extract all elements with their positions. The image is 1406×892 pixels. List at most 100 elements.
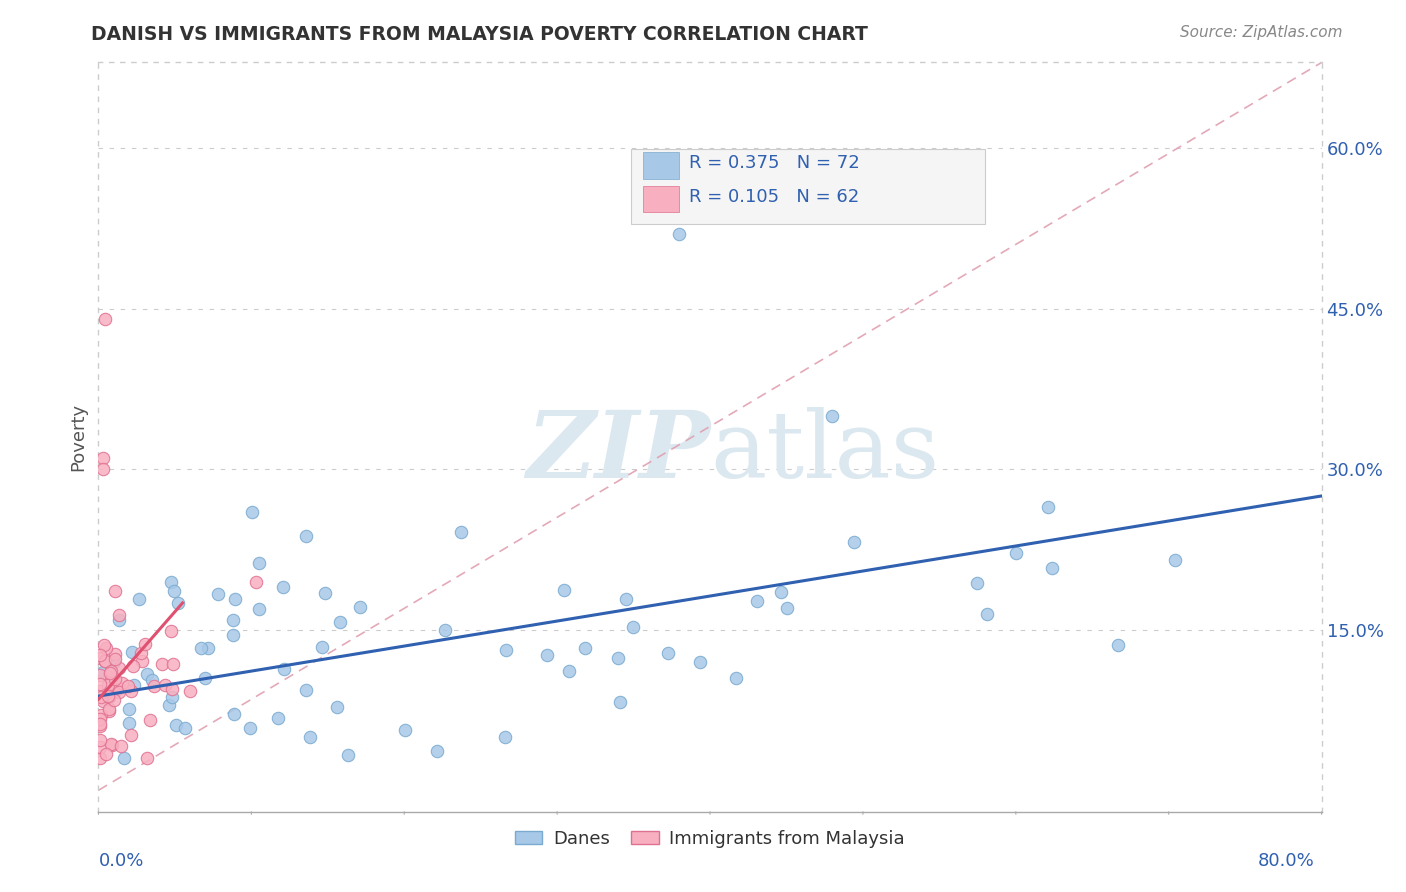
- Point: [495, 643, 517, 657]
- Point: [100, 737, 122, 751]
- Point: [97, 689, 120, 703]
- Point: [112, 751, 135, 765]
- Point: [89, 668, 111, 682]
- Point: [273, 662, 295, 676]
- Point: [657, 646, 679, 660]
- Point: [153, 678, 176, 692]
- Text: 0.0%: 0.0%: [98, 852, 143, 870]
- Point: [394, 723, 416, 738]
- Point: [689, 655, 711, 669]
- Point: [179, 683, 201, 698]
- Point: [103, 693, 125, 707]
- Point: [273, 580, 295, 594]
- Point: [120, 728, 142, 742]
- Point: [426, 744, 449, 758]
- Point: [110, 739, 132, 753]
- Point: [121, 645, 143, 659]
- Point: [294, 529, 316, 543]
- Point: [131, 655, 153, 669]
- Point: [89, 648, 111, 662]
- Point: [89, 650, 111, 665]
- Point: [770, 584, 793, 599]
- Point: [93, 654, 115, 668]
- Point: [104, 652, 127, 666]
- Text: Source: ZipAtlas.com: Source: ZipAtlas.com: [1180, 25, 1343, 40]
- Point: [842, 534, 865, 549]
- Point: [93, 312, 115, 326]
- Point: [821, 409, 844, 423]
- Point: [165, 718, 187, 732]
- Point: [93, 694, 115, 708]
- Point: [104, 583, 127, 598]
- Point: [94, 654, 117, 668]
- Point: [89, 712, 111, 726]
- Point: [298, 731, 321, 745]
- Point: [91, 665, 114, 679]
- Point: [976, 607, 998, 622]
- Point: [745, 594, 768, 608]
- Point: [329, 615, 352, 629]
- Point: [162, 681, 184, 696]
- Point: [224, 591, 246, 606]
- Point: [98, 702, 121, 716]
- Point: [101, 739, 124, 753]
- Point: [1107, 638, 1129, 652]
- Point: [118, 715, 141, 730]
- Point: [247, 556, 270, 570]
- Point: [89, 716, 111, 731]
- Point: [89, 732, 111, 747]
- Point: [553, 583, 575, 598]
- Point: [108, 608, 131, 623]
- Point: [1038, 500, 1060, 515]
- Point: [96, 747, 118, 761]
- Point: [1004, 546, 1026, 560]
- Point: [89, 719, 111, 733]
- Point: [224, 707, 246, 722]
- Point: [311, 640, 333, 654]
- Point: [239, 722, 262, 736]
- Point: [108, 681, 131, 696]
- Point: [141, 673, 163, 687]
- Point: [97, 704, 120, 718]
- Point: [91, 462, 114, 476]
- Point: [108, 685, 131, 699]
- Point: [90, 690, 112, 704]
- Point: [89, 740, 111, 755]
- Point: [157, 698, 180, 713]
- Point: [349, 600, 371, 615]
- Text: atlas: atlas: [710, 407, 939, 497]
- Text: 80.0%: 80.0%: [1258, 852, 1315, 870]
- Point: [159, 624, 181, 639]
- Point: [194, 671, 217, 685]
- Point: [89, 677, 111, 691]
- Point: [574, 640, 596, 655]
- FancyBboxPatch shape: [630, 149, 986, 224]
- Text: DANISH VS IMMIGRANTS FROM MALAYSIA POVERTY CORRELATION CHART: DANISH VS IMMIGRANTS FROM MALAYSIA POVER…: [91, 25, 869, 44]
- Point: [104, 672, 127, 686]
- Point: [134, 637, 156, 651]
- Point: [135, 751, 157, 765]
- Point: [93, 639, 115, 653]
- Point: [122, 677, 145, 691]
- Point: [173, 721, 195, 735]
- Text: R = 0.375   N = 72: R = 0.375 N = 72: [689, 153, 860, 172]
- Point: [91, 451, 114, 466]
- Legend: Danes, Immigrants from Malaysia: Danes, Immigrants from Malaysia: [508, 822, 912, 855]
- Point: [267, 711, 290, 725]
- Text: R = 0.105   N = 62: R = 0.105 N = 62: [689, 187, 859, 205]
- Point: [98, 666, 121, 681]
- Point: [295, 682, 318, 697]
- Point: [105, 682, 128, 697]
- Point: [162, 657, 184, 672]
- Point: [197, 641, 219, 656]
- Point: [128, 591, 150, 606]
- Point: [240, 505, 263, 519]
- Point: [97, 690, 120, 705]
- Point: [100, 665, 122, 679]
- Point: [1040, 560, 1063, 574]
- Point: [314, 586, 336, 600]
- Text: ZIP: ZIP: [526, 407, 710, 497]
- Point: [434, 623, 457, 637]
- Point: [108, 613, 131, 627]
- Point: [1164, 553, 1187, 567]
